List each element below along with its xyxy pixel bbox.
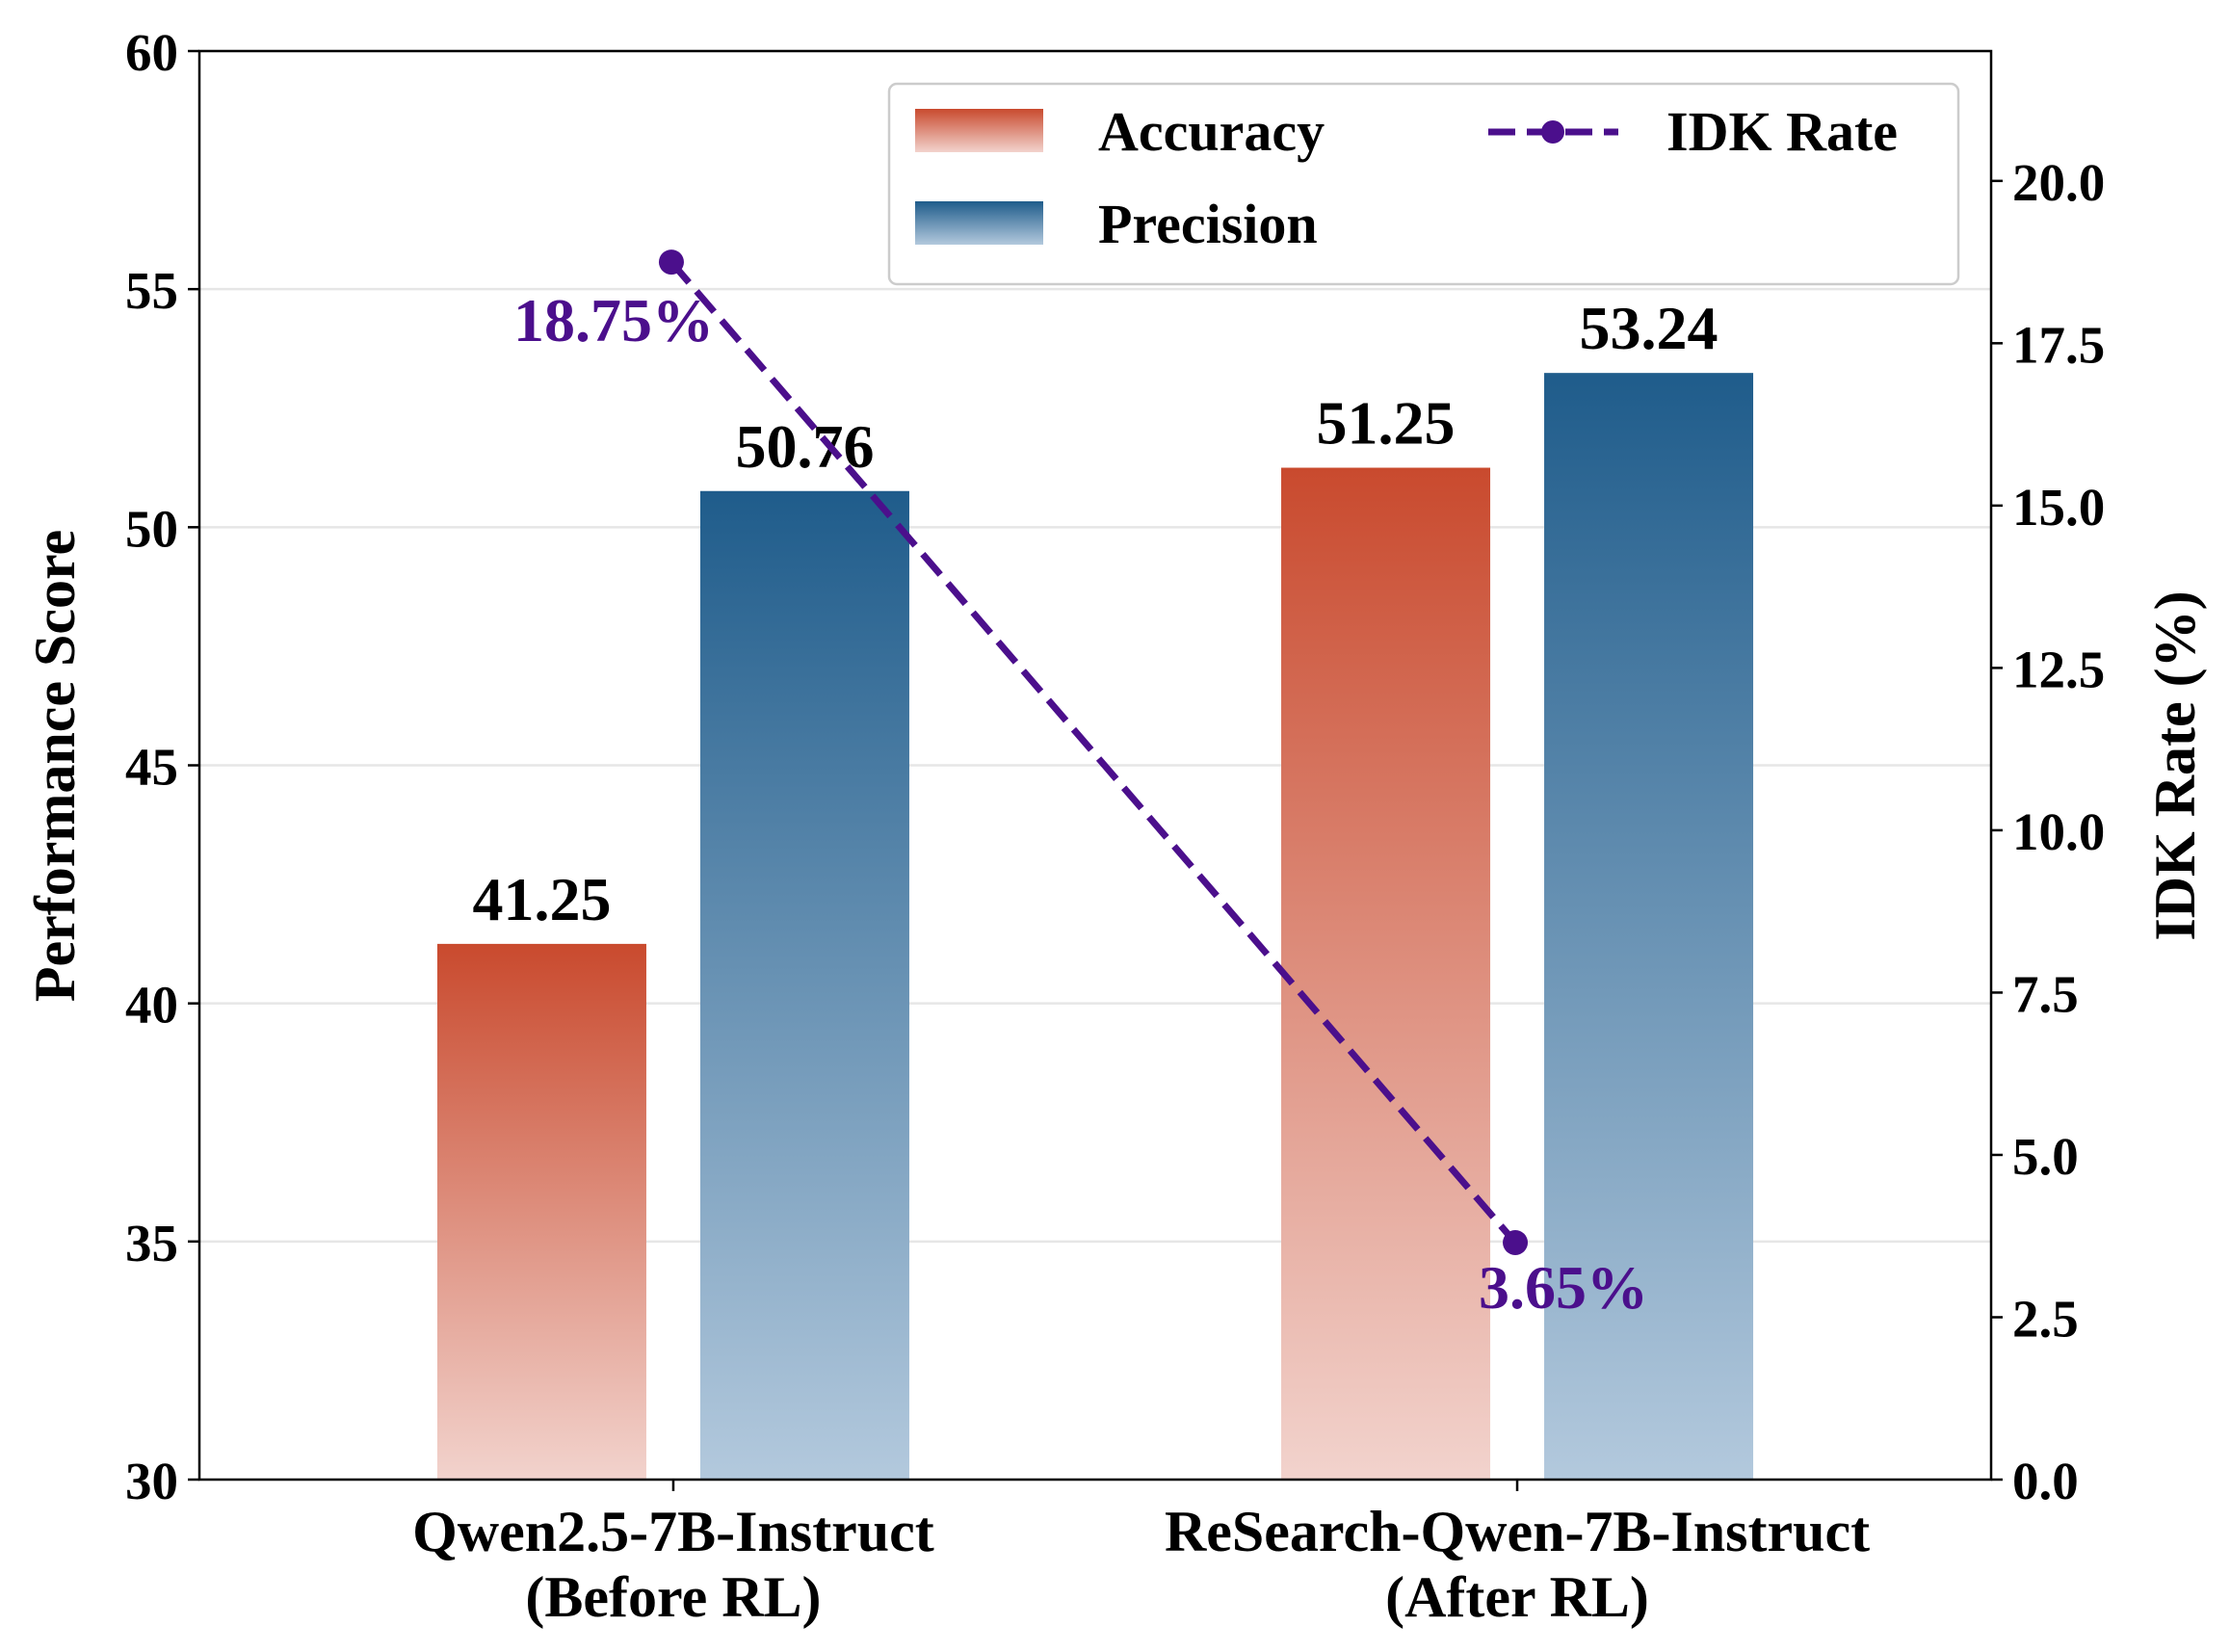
right-tick-label: 7.5 [2012, 964, 2079, 1023]
bar-value-label: 53.24 [1580, 294, 1718, 362]
bars [436, 373, 1754, 1481]
y-axis-label: Performance Score [23, 530, 87, 1002]
x-tick-label: (After RL) [1385, 1565, 1649, 1629]
left-tick-label: 35 [125, 1214, 178, 1272]
bar-value-label: 51.25 [1317, 389, 1456, 458]
legend-precision-swatch [915, 201, 1043, 245]
left-tick-label: 30 [125, 1452, 178, 1510]
right-axis-ticks: 0.0 2.5 5.0 7.5 10.0 12.5 15.0 17.5 20.0 [1991, 153, 2105, 1510]
legend-accuracy-label: Accuracy [1098, 100, 1325, 163]
x-tick-label: (Before RL) [525, 1565, 821, 1629]
left-tick-label: 45 [125, 738, 178, 797]
precision-bar [699, 490, 909, 1480]
idk-rate-label: 18.75% [513, 286, 714, 354]
right-tick-label: 15.0 [2012, 478, 2105, 537]
right-tick-label: 17.5 [2012, 315, 2105, 374]
legend-accuracy-swatch [915, 109, 1043, 152]
x-tick-label: ReSearch-Qwen-7B-Instruct [1165, 1500, 1870, 1563]
legend: Accuracy Precision IDK Rate [887, 82, 1960, 286]
left-tick-label: 50 [125, 499, 178, 558]
x-axis-ticks: Qwen2.5-7B-Instruct(Before RL) ReSearch-Q… [412, 1480, 1870, 1629]
legend-idk-label: IDK Rate [1666, 100, 1898, 163]
x-tick-label: Qwen2.5-7B-Instruct [412, 1500, 934, 1563]
left-axis-ticks: 30 35 40 45 50 55 60 [125, 23, 199, 1510]
idk-rate-point [658, 249, 684, 275]
accuracy-bar [436, 943, 646, 1480]
left-tick-label: 55 [125, 261, 178, 320]
right-tick-label: 2.5 [2012, 1289, 2079, 1348]
idk-rate-label: 3.65% [1479, 1253, 1648, 1322]
precision-bar [1544, 373, 1754, 1481]
left-tick-label: 40 [125, 976, 178, 1035]
right-tick-label: 5.0 [2012, 1127, 2079, 1186]
idk-rate-line [669, 259, 1518, 1246]
y-axis-label-right: IDK Rate (%) [2143, 590, 2207, 940]
legend-precision-label: Precision [1098, 193, 1318, 255]
right-tick-label: 10.0 [2012, 802, 2105, 861]
legend-idk-marker [1541, 120, 1564, 144]
bar-value-label: 41.25 [472, 865, 611, 933]
accuracy-bar [1281, 467, 1491, 1481]
right-tick-label: 12.5 [2012, 640, 2105, 698]
left-tick-label: 60 [125, 23, 178, 82]
idk-rate-series: 18.75% 3.65% [513, 249, 1648, 1322]
idk-rate-point [1503, 1229, 1529, 1255]
right-tick-label: 20.0 [2012, 153, 2105, 212]
legend-box [887, 82, 1960, 286]
right-tick-label: 0.0 [2012, 1452, 2079, 1510]
